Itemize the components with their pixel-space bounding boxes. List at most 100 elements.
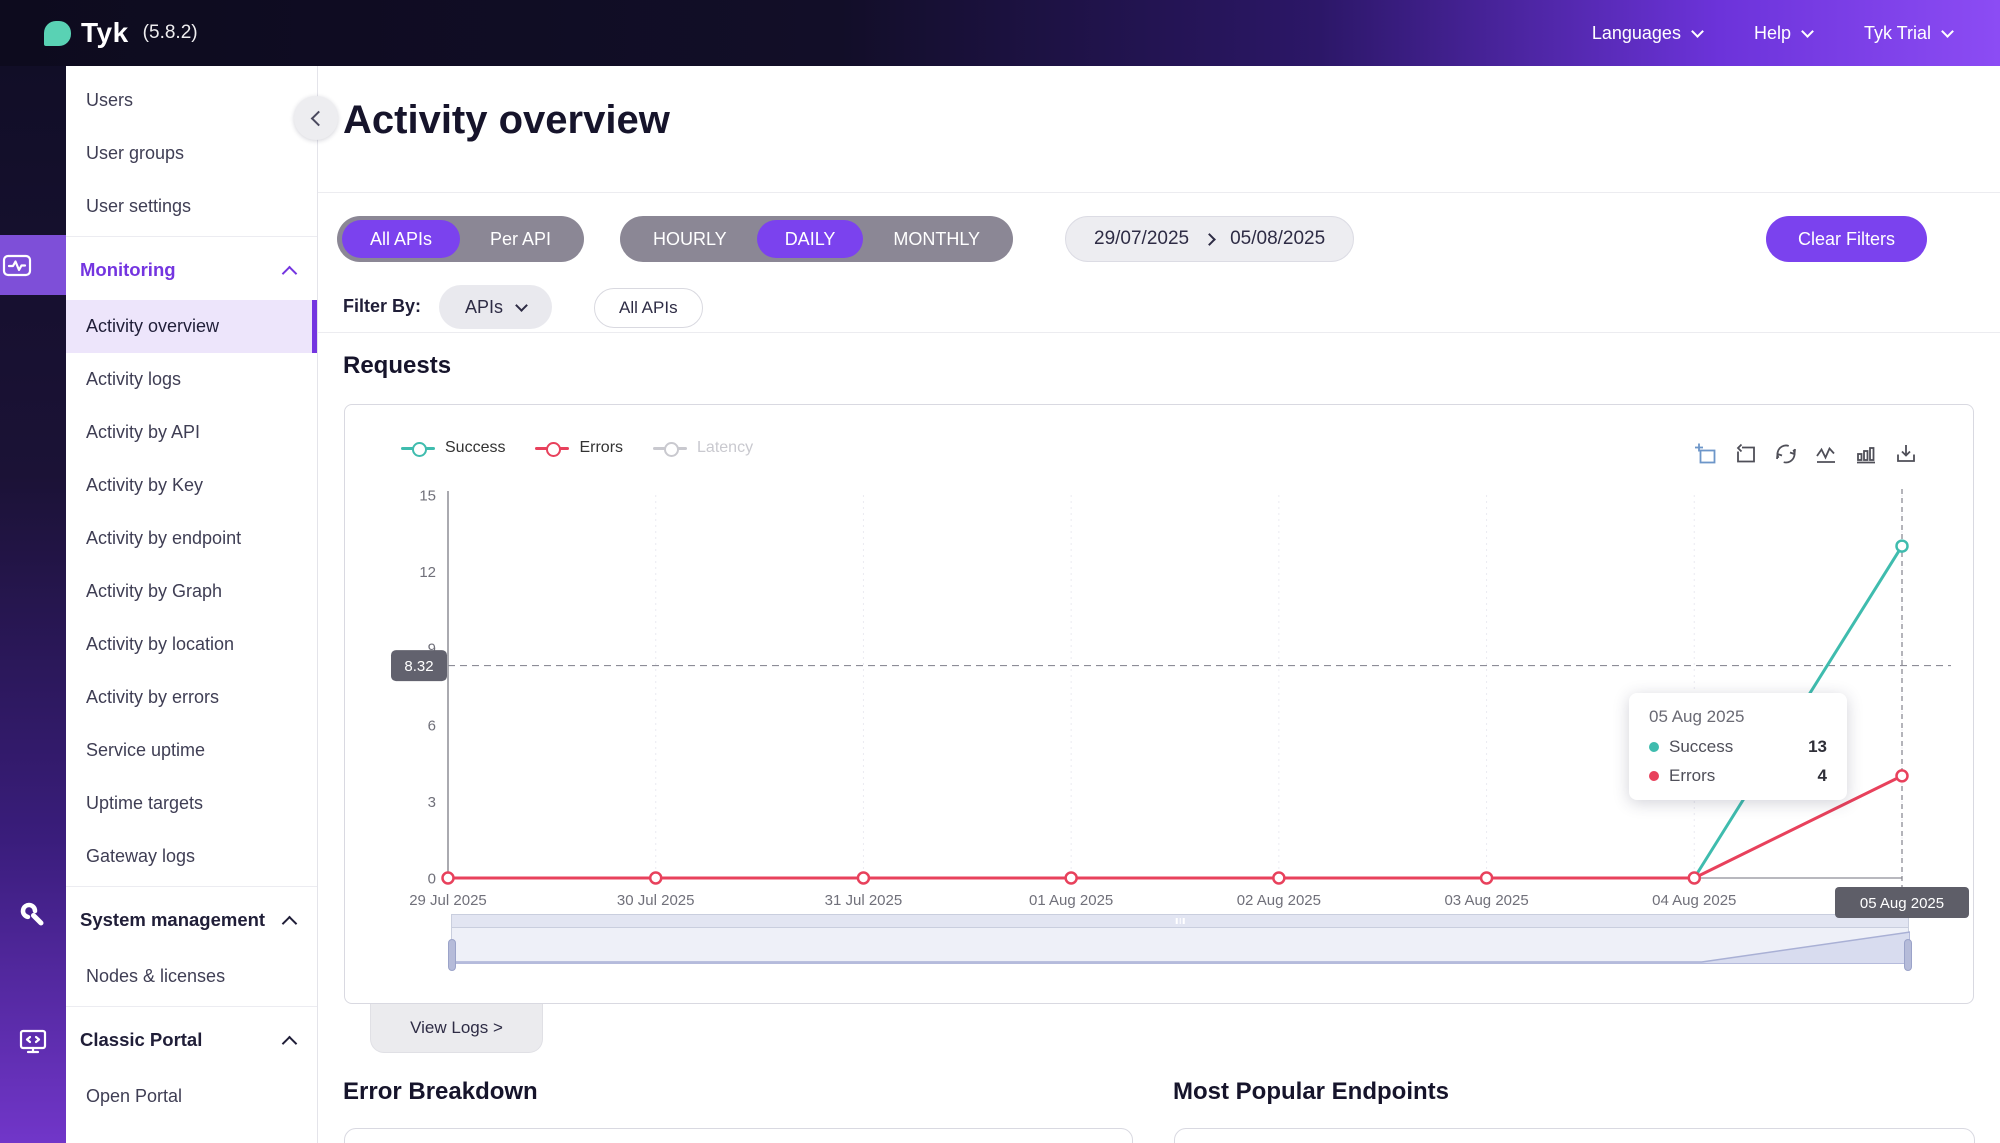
portal-icon[interactable] xyxy=(17,1025,49,1057)
chevron-down-icon xyxy=(1801,24,1814,38)
api-scope-option-per-api[interactable]: Per API xyxy=(490,228,552,249)
wrench-icon[interactable] xyxy=(18,900,48,930)
tyk-logo[interactable]: Tyk (5.8.2) xyxy=(44,17,198,49)
sidebar-item-activity-by-location[interactable]: Activity by location xyxy=(66,618,317,671)
topbar-menu-tyk-trial[interactable]: Tyk Trial xyxy=(1863,22,1954,44)
topbar: Tyk (5.8.2) Languages Help Tyk Trial xyxy=(0,0,2000,66)
rail-monitoring-active[interactable] xyxy=(0,235,66,295)
interval-option-daily[interactable]: DAILY xyxy=(756,220,864,258)
legend-label: Success xyxy=(445,439,506,456)
chevron-down-icon xyxy=(515,298,528,312)
error-breakdown-title: Error Breakdown xyxy=(343,1078,538,1105)
sidebar-item-label: User settings xyxy=(86,196,192,216)
datazoom-slider[interactable] xyxy=(448,914,1912,971)
topbar-menu-label: Languages xyxy=(1591,22,1681,43)
topbar-menus: Languages Help Tyk Trial xyxy=(1591,0,1954,66)
restore-icon[interactable] xyxy=(1773,441,1799,467)
sidebar-item-activity-by-errors[interactable]: Activity by errors xyxy=(66,671,317,724)
tooltip-row-errors: Errors 4 xyxy=(1649,766,1827,786)
interval-toggle: HOURLY DAILY MONTHLY xyxy=(620,216,1014,262)
line-chart-icon[interactable] xyxy=(1813,441,1839,467)
chart-tooltip: 05 Aug 2025 Success 13 Errors 4 xyxy=(1629,693,1847,800)
apis-filter-dropdown[interactable]: APIs xyxy=(439,285,553,329)
header-divider xyxy=(318,192,2000,193)
requests-section-title: Requests xyxy=(343,352,452,379)
topbar-menu-label: Help xyxy=(1753,22,1791,43)
topbar-menu-languages[interactable]: Languages xyxy=(1591,22,1704,44)
legend-latency[interactable]: Latency xyxy=(653,439,753,457)
app-version: (5.8.2) xyxy=(142,22,198,43)
error-breakdown-card xyxy=(344,1128,1133,1143)
sidebar-item-activity-overview[interactable]: Activity overview xyxy=(66,300,317,353)
sidebar-item-label: Uptime targets xyxy=(86,793,204,813)
zoom-select-icon[interactable] xyxy=(1693,441,1719,467)
sidebar: Users User groups User settings Monitoring A… xyxy=(66,66,318,1143)
sidebar-item-system-management[interactable]: System management xyxy=(66,890,317,950)
svg-text:9: 9 xyxy=(428,641,436,658)
apis-filter-value: APIs xyxy=(465,296,504,317)
bar-chart-icon[interactable] xyxy=(1853,441,1879,467)
filters-divider xyxy=(318,332,2000,333)
api-scope-option-all-apis[interactable]: All APIs xyxy=(342,220,461,258)
sidebar-item-uptime-targets[interactable]: Uptime targets xyxy=(66,777,317,830)
sidebar-item-activity-by-endpoint[interactable]: Activity by endpoint xyxy=(66,512,317,565)
filter-by-label: Filter By: xyxy=(343,296,422,316)
svg-text:3: 3 xyxy=(428,794,436,811)
most-popular-endpoints-title: Most Popular Endpoints xyxy=(1173,1078,1449,1105)
chevron-up-icon xyxy=(281,1035,298,1051)
all-apis-chip[interactable]: All APIs xyxy=(594,288,703,328)
sidebar-item-label: Service uptime xyxy=(86,740,206,760)
series-dot-icon xyxy=(1649,771,1659,781)
sidebar-item-user-settings[interactable]: User settings xyxy=(66,180,317,233)
chevron-down-icon xyxy=(1691,24,1704,38)
date-range-picker[interactable]: 29/07/2025 05/08/2025 xyxy=(1065,216,1355,262)
interval-option-hourly[interactable]: HOURLY xyxy=(653,228,727,249)
datazoom-handle-left[interactable] xyxy=(448,939,456,971)
tooltip-series-value: 4 xyxy=(1817,766,1827,785)
date-range-start: 29/07/2025 xyxy=(1094,228,1190,249)
topbar-menu-help[interactable]: Help xyxy=(1753,22,1814,44)
series-dot-icon xyxy=(1649,742,1659,752)
tooltip-rows: Success 13 Errors 4 xyxy=(1649,737,1827,786)
sidebar-item-activity-by-key[interactable]: Activity by Key xyxy=(66,459,317,512)
topbar-menu-label: Tyk Trial xyxy=(1863,22,1931,43)
sidebar-item-activity-by-api[interactable]: Activity by API xyxy=(66,406,317,459)
chart-legend: Success Errors Latency xyxy=(401,439,753,457)
sidebar-item-user-groups[interactable]: User groups xyxy=(66,127,317,180)
sidebar-item-activity-by-graph[interactable]: Activity by Graph xyxy=(66,565,317,618)
sidebar-item-label: Activity logs xyxy=(86,369,182,389)
sidebar-item-label: Activity overview xyxy=(86,316,220,336)
sidebar-divider xyxy=(66,1006,317,1007)
page-title: Activity overview xyxy=(343,98,670,142)
svg-text:0: 0 xyxy=(428,871,436,888)
sidebar-item-users[interactable]: Users xyxy=(66,74,317,127)
sidebar-item-classic-portal[interactable]: Classic Portal xyxy=(66,1010,317,1070)
legend-marker-icon xyxy=(401,441,435,457)
legend-success[interactable]: Success xyxy=(401,439,505,457)
tooltip-series-name: Errors xyxy=(1669,766,1716,785)
brand-name: Tyk xyxy=(81,17,129,48)
sidebar-item-monitoring[interactable]: Monitoring xyxy=(66,240,317,300)
datazoom-handle-right[interactable] xyxy=(1904,939,1912,971)
sidebar-item-service-uptime[interactable]: Service uptime xyxy=(66,724,317,777)
legend-errors[interactable]: Errors xyxy=(535,439,623,457)
sidebar-item-gateway-logs[interactable]: Gateway logs xyxy=(66,830,317,883)
sidebar-item-activity-logs[interactable]: Activity logs xyxy=(66,353,317,406)
interval-option-monthly[interactable]: MONTHLY xyxy=(893,228,981,249)
sidebar-item-label: Gateway logs xyxy=(86,846,196,866)
sidebar-item-label: Open Portal xyxy=(86,1086,183,1106)
sidebar-item-label: Classic Portal xyxy=(80,1029,203,1050)
clear-filters-button[interactable]: Clear Filters xyxy=(1766,216,1928,262)
sidebar-collapse-button[interactable] xyxy=(294,96,338,140)
sidebar-item-open-portal[interactable]: Open Portal xyxy=(66,1070,317,1123)
tooltip-title: 05 Aug 2025 xyxy=(1649,707,1745,726)
sidebar-item-nodes-licenses[interactable]: Nodes & licenses xyxy=(66,950,317,1003)
svg-text:04 Aug 2025: 04 Aug 2025 xyxy=(1652,892,1736,909)
datazoom-track[interactable] xyxy=(448,927,1912,971)
monitoring-icon xyxy=(1,249,33,281)
view-logs-button[interactable]: View Logs > xyxy=(370,1004,543,1053)
datazoom-grip-bar[interactable] xyxy=(451,914,1909,927)
download-icon[interactable] xyxy=(1893,441,1919,467)
zoom-reset-icon[interactable] xyxy=(1733,441,1759,467)
